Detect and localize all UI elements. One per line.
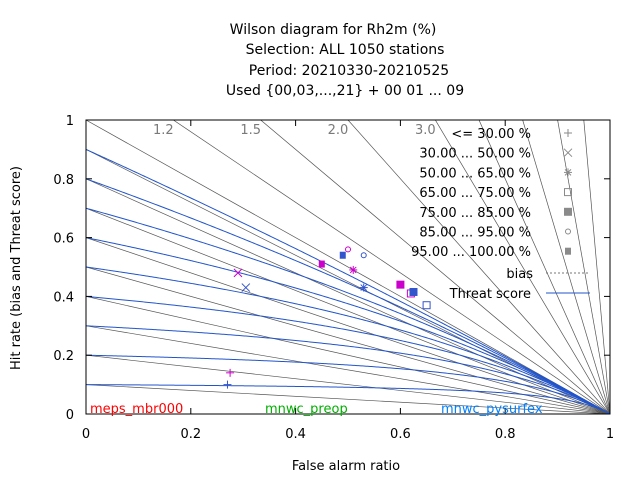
- bias-label: 3.0: [415, 123, 436, 138]
- legend-label: 95.00 ... 100.00 %: [411, 245, 531, 260]
- legend-entry: <= 30.00 %: [451, 127, 572, 142]
- bias-line: [557, 120, 610, 414]
- plot-frame: [85, 119, 611, 415]
- title-line-2: Selection: ALL 1050 stations: [246, 42, 445, 58]
- x-tick-label: 0.8: [495, 427, 516, 442]
- bias-line: [260, 120, 610, 414]
- legend-marker-cross: [563, 148, 573, 158]
- data-point-square-open: [422, 301, 431, 310]
- legend-entry: 50.00 ... 65.00 %: [419, 166, 572, 181]
- legend-marker-square-open: [564, 188, 572, 197]
- threat-score-curve: [86, 178, 610, 414]
- axis-ticks: 0 0.2 0.4 0.6 0.8 1 0 0.2 0.4 0.6 0.8 1: [53, 114, 614, 442]
- bias-line: [86, 354, 610, 414]
- threat-score-curve: [86, 295, 610, 414]
- legend-label: 30.00 ... 50.00 %: [419, 147, 531, 162]
- legend-marker-plus: [564, 129, 572, 137]
- threat-score-curves: [86, 148, 610, 414]
- bias-line: [435, 120, 610, 414]
- threat-score-curve: [86, 266, 610, 414]
- data-points: [223, 246, 431, 389]
- bias-line: [86, 296, 610, 414]
- title-line-4: Used {00,03,...,21} + 00 01 ... 09: [226, 83, 464, 99]
- legend-entry: Threat score: [449, 287, 590, 302]
- y-tick-label: 1: [66, 114, 74, 129]
- bias-line: [583, 120, 610, 414]
- y-tick-label: 0: [66, 408, 74, 423]
- title-line-3: Period: 20210330-20210525: [249, 63, 449, 79]
- bias-line: [86, 384, 610, 414]
- threat-score-curve: [86, 354, 610, 414]
- x-tick-label: 0: [82, 427, 90, 442]
- threat-score-curve: [86, 325, 610, 414]
- chart-title: Wilson diagram for Rh2m (%) Selection: A…: [226, 22, 464, 99]
- x-tick-label: 0.4: [285, 427, 306, 442]
- bias-label: 2.0: [328, 123, 349, 138]
- model-label: meps_mbr000: [90, 402, 183, 417]
- data-point-circle-filled: [339, 251, 346, 259]
- bias-line: [347, 120, 610, 414]
- threat-score-curve: [86, 237, 610, 414]
- legend-label: <= 30.00 %: [451, 127, 531, 142]
- x-axis-label: False alarm ratio: [292, 459, 400, 474]
- bias-line: [86, 266, 610, 414]
- bias-line: [173, 120, 610, 414]
- data-point-circle-open: [360, 252, 367, 259]
- data-point-square-filled: [396, 280, 405, 289]
- legend-label: bias: [506, 267, 533, 282]
- bias-line: [86, 325, 610, 414]
- data-point-square-filled: [409, 287, 418, 296]
- data-point-cross: [233, 268, 243, 278]
- legend-label: 75.00 ... 85.00 %: [419, 206, 531, 221]
- legend-label: Threat score: [449, 287, 531, 302]
- bias-label: 1.5: [240, 123, 261, 138]
- bias-label: 1.2: [153, 123, 174, 138]
- threat-score-curve: [86, 384, 610, 414]
- legend: <= 30.00 % 30.00 ... 50.00 % 50.00 ... 65.…: [411, 127, 590, 302]
- legend-label: 85.00 ... 95.00 %: [419, 226, 531, 241]
- legend-marker-square-filled: [564, 207, 572, 216]
- legend-marker-circle-filled: [565, 247, 571, 255]
- legend-entry: 30.00 ... 50.00 %: [419, 147, 573, 162]
- model-labels: meps_mbr000 mnwc_preop mnwc_pysurfex: [90, 402, 543, 417]
- model-label: mnwc_preop: [265, 402, 348, 417]
- bias-line: [86, 120, 610, 414]
- y-tick-label: 0.2: [53, 349, 74, 364]
- bias-line: [86, 207, 610, 414]
- data-point-circle-filled: [318, 260, 325, 268]
- bias-labels: 1.2 1.5 2.0 3.0: [153, 123, 436, 138]
- legend-entry: 65.00 ... 75.00 %: [419, 186, 572, 201]
- bias-line: [478, 120, 610, 414]
- threat-score-curve: [86, 148, 610, 414]
- legend-entry: 85.00 ... 95.00 %: [419, 226, 571, 241]
- legend-entry: 75.00 ... 85.00 %: [419, 206, 572, 221]
- data-point-plus: [223, 380, 232, 389]
- y-tick-label: 0.8: [53, 173, 74, 188]
- legend-marker-star: [564, 168, 572, 177]
- y-axis-label: Hit rate (bias and Threat score): [9, 166, 24, 370]
- model-label: mnwc_pysurfex: [441, 402, 543, 417]
- data-point-circle-open: [345, 246, 351, 253]
- legend-entry: 95.00 ... 100.00 %: [411, 245, 571, 260]
- legend-label: 65.00 ... 75.00 %: [419, 186, 531, 201]
- bias-lines: [86, 120, 610, 414]
- x-tick-label: 1: [606, 427, 614, 442]
- data-point-cross: [241, 283, 251, 292]
- y-tick-label: 0.4: [53, 290, 74, 305]
- data-point-plus: [226, 368, 235, 377]
- bias-line: [522, 120, 610, 414]
- bias-line: [86, 178, 610, 414]
- title-line-1: Wilson diagram for Rh2m (%): [230, 22, 437, 38]
- threat-score-curve: [86, 207, 610, 414]
- legend-label: 50.00 ... 65.00 %: [419, 166, 531, 181]
- x-tick-label: 0.2: [180, 427, 201, 442]
- x-tick-label: 0.6: [390, 427, 411, 442]
- y-tick-label: 0.6: [53, 232, 74, 247]
- legend-entry: bias: [506, 267, 590, 282]
- data-point-star: [349, 265, 358, 274]
- data-point-star: [359, 283, 368, 292]
- legend-marker-circle-open: [565, 228, 571, 235]
